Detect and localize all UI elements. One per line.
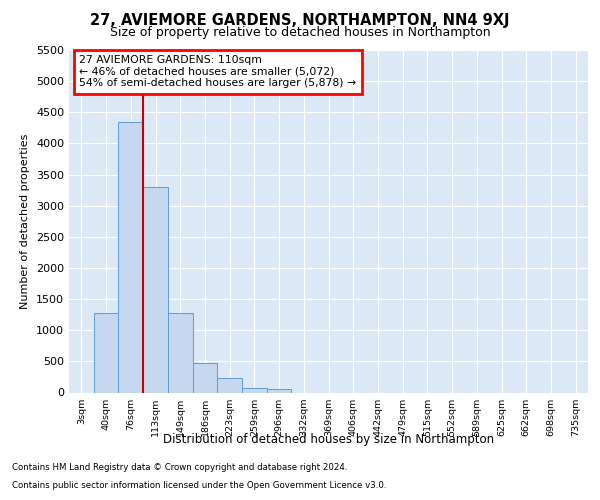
Bar bbox=[217, 378, 242, 392]
Bar bbox=[118, 122, 143, 392]
Text: Size of property relative to detached houses in Northampton: Size of property relative to detached ho… bbox=[110, 26, 490, 39]
Text: 27, AVIEMORE GARDENS, NORTHAMPTON, NN4 9XJ: 27, AVIEMORE GARDENS, NORTHAMPTON, NN4 9… bbox=[90, 12, 510, 28]
Bar bbox=[168, 313, 193, 392]
Text: Contains public sector information licensed under the Open Government Licence v3: Contains public sector information licen… bbox=[12, 481, 386, 490]
Bar bbox=[143, 187, 168, 392]
Bar bbox=[193, 363, 217, 392]
Text: 27 AVIEMORE GARDENS: 110sqm
← 46% of detached houses are smaller (5,072)
54% of : 27 AVIEMORE GARDENS: 110sqm ← 46% of det… bbox=[79, 55, 356, 88]
Bar bbox=[242, 388, 267, 392]
Bar bbox=[94, 313, 118, 392]
Text: Distribution of detached houses by size in Northampton: Distribution of detached houses by size … bbox=[163, 432, 494, 446]
Bar bbox=[267, 390, 292, 392]
Y-axis label: Number of detached properties: Number of detached properties bbox=[20, 134, 31, 309]
Text: Contains HM Land Registry data © Crown copyright and database right 2024.: Contains HM Land Registry data © Crown c… bbox=[12, 464, 347, 472]
